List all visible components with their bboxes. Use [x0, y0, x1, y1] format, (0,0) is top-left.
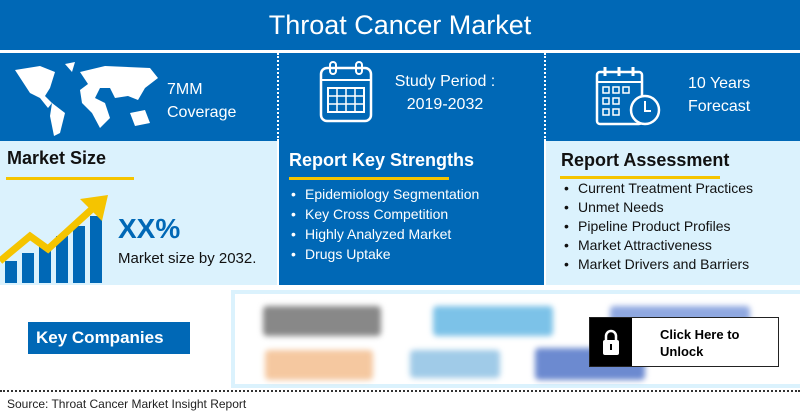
unlock-text: Click Here to Unlock [660, 327, 740, 359]
market-size-title: Market Size [7, 148, 107, 168]
study-period-text: Study Period :2019-2032 [394, 73, 496, 113]
company-logo [433, 306, 553, 336]
list-item: Unmet Needs [564, 198, 753, 217]
company-logo [263, 306, 381, 336]
market-size-caption: Market size by 2032. [118, 250, 257, 267]
market-size-card: Market Size XX% Market size by 2032. [0, 141, 277, 285]
growth-chart-icon [0, 195, 108, 283]
list-item: Market Attractiveness [564, 236, 753, 255]
coverage-text: 7MM Coverage [167, 81, 237, 121]
title-underline [289, 177, 449, 180]
company-logo [410, 350, 500, 378]
report-assessment-card: Report Assessment Current Treatment Prac… [546, 141, 800, 285]
forecast-text: 10 Years Forecast [688, 75, 751, 115]
strengths-title: Report Key Strengths [289, 150, 475, 170]
list-item: Highly Analyzed Market [291, 224, 479, 244]
assessment-title: Report Assessment [561, 150, 730, 170]
title-underline [560, 176, 720, 179]
list-item: Pipeline Product Profiles [564, 217, 753, 236]
world-map-icon [15, 62, 158, 136]
unlock-button[interactable]: Click Here to Unlock [589, 317, 779, 367]
divider [544, 53, 546, 141]
key-strengths-card: Report Key Strengths Epidemiology Segmen… [279, 141, 544, 285]
calendar-clock-icon [595, 67, 661, 126]
title-underline [6, 177, 134, 180]
divider [0, 390, 800, 392]
key-companies-label: Key Companies [28, 322, 190, 354]
divider [277, 53, 279, 141]
list-item: Key Cross Competition [291, 204, 479, 224]
list-item: Epidemiology Segmentation [291, 184, 479, 204]
list-item: Drugs Uptake [291, 244, 479, 264]
lock-icon [590, 318, 632, 366]
calendar-icon [319, 61, 373, 123]
source-note: Source: Throat Cancer Market Insight Rep… [7, 397, 247, 411]
company-logo [265, 350, 373, 380]
market-size-value: XX% [118, 213, 181, 244]
page-title: Throat Cancer Market [0, 0, 800, 50]
list-item: Market Drivers and Barriers [564, 255, 753, 274]
list-item: Current Treatment Practices [564, 179, 753, 198]
